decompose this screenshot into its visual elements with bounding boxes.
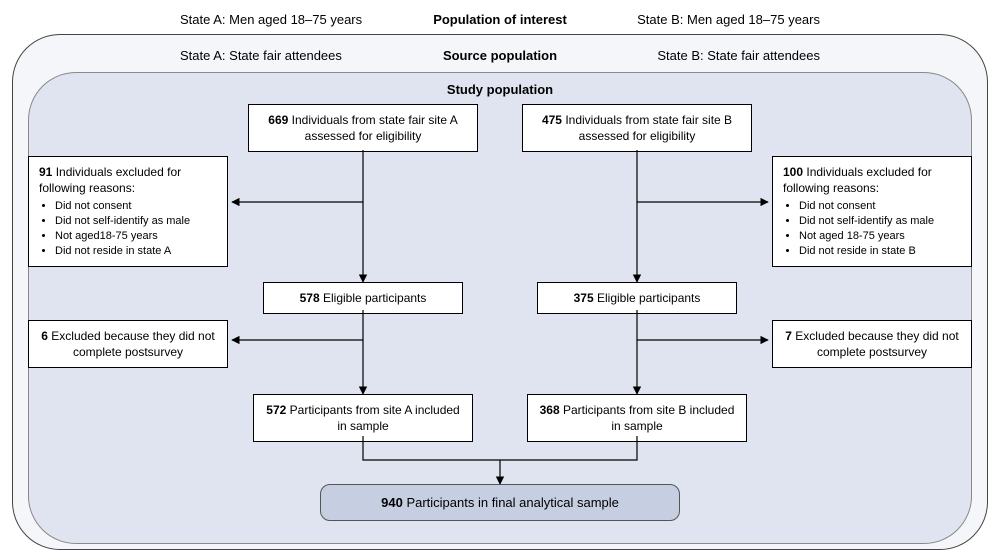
site-b-included-box: 368 Participants from site B included in…	[527, 394, 747, 442]
site-a-assessed-text: Individuals from state fair site A asses…	[292, 113, 458, 143]
site-b-included-n: 368	[540, 403, 560, 417]
site-b-excl1-text: Individuals excluded for following reaso…	[783, 165, 932, 195]
site-a-eligible-text: Eligible participants	[323, 291, 426, 305]
exclusion-reason: Not aged18-75 years	[55, 229, 217, 244]
exclusion-reason: Not aged 18-75 years	[799, 229, 961, 244]
pop-state-a: State A: Men aged 18–75 years	[180, 12, 362, 27]
src-state-a: State A: State fair attendees	[180, 48, 342, 63]
study-label: Study population	[447, 82, 553, 97]
exclusion-reason: Did not consent	[799, 199, 961, 214]
site-a-excl1-n: 91	[39, 165, 52, 179]
site-b-included-text: Participants from site B included in sam…	[563, 403, 734, 433]
site-a-excl1-bullets: Did not consentDid not self-identify as …	[39, 199, 217, 258]
final-n: 940	[381, 495, 403, 510]
site-a-eligible-n: 578	[300, 291, 320, 305]
final-text: Participants in final analytical sample	[406, 495, 618, 510]
site-b-excl2-n: 7	[785, 329, 792, 343]
study-population-region	[28, 72, 972, 544]
site-a-assessed-box: 669 Individuals from state fair site A a…	[248, 104, 478, 152]
exclusion-reason: Did not self-identify as male	[55, 214, 217, 229]
site-b-excl1-n: 100	[783, 165, 803, 179]
site-b-excl2-text: Excluded because they did not complete p…	[795, 329, 958, 359]
site-b-assessed-text: Individuals from state fair site B asses…	[565, 113, 732, 143]
src-state-b: State B: State fair attendees	[657, 48, 820, 63]
site-b-excl1-bullets: Did not consentDid not self-identify as …	[783, 199, 961, 258]
site-b-exclusion1-box: 100 Individuals excluded for following r…	[772, 156, 972, 267]
exclusion-reason: Did not self-identify as male	[799, 214, 961, 229]
site-a-excl2-text: Excluded because they did not complete p…	[51, 329, 214, 359]
site-a-excl2-n: 6	[41, 329, 48, 343]
population-row: State A: Men aged 18–75 years Population…	[0, 12, 1000, 27]
exclusion-reason: Did not reside in state B	[799, 244, 961, 259]
site-a-excl1-text: Individuals excluded for following reaso…	[39, 165, 181, 195]
exclusion-reason: Did not reside in state A	[55, 244, 217, 259]
site-a-included-text: Participants from site A included in sam…	[290, 403, 460, 433]
pop-state-b: State B: Men aged 18–75 years	[637, 12, 820, 27]
source-row: State A: State fair attendees Source pop…	[0, 48, 1000, 63]
site-a-exclusion1-box: 91 Individuals excluded for following re…	[28, 156, 228, 267]
site-b-assessed-box: 475 Individuals from state fair site B a…	[522, 104, 752, 152]
site-a-included-box: 572 Participants from site A included in…	[253, 394, 473, 442]
site-a-eligible-box: 578 Eligible participants	[263, 282, 463, 314]
site-a-assessed-n: 669	[268, 113, 288, 127]
population-label: Population of interest	[433, 12, 567, 27]
site-b-eligible-text: Eligible participants	[597, 291, 700, 305]
site-a-included-n: 572	[266, 403, 286, 417]
site-b-exclusion2-box: 7 Excluded because they did not complete…	[772, 320, 972, 368]
site-b-assessed-n: 475	[542, 113, 562, 127]
site-b-eligible-n: 375	[574, 291, 594, 305]
site-b-eligible-box: 375 Eligible participants	[537, 282, 737, 314]
exclusion-reason: Did not consent	[55, 199, 217, 214]
final-sample-box: 940 Participants in final analytical sam…	[320, 484, 680, 521]
site-a-exclusion2-box: 6 Excluded because they did not complete…	[28, 320, 228, 368]
source-label: Source population	[443, 48, 557, 63]
